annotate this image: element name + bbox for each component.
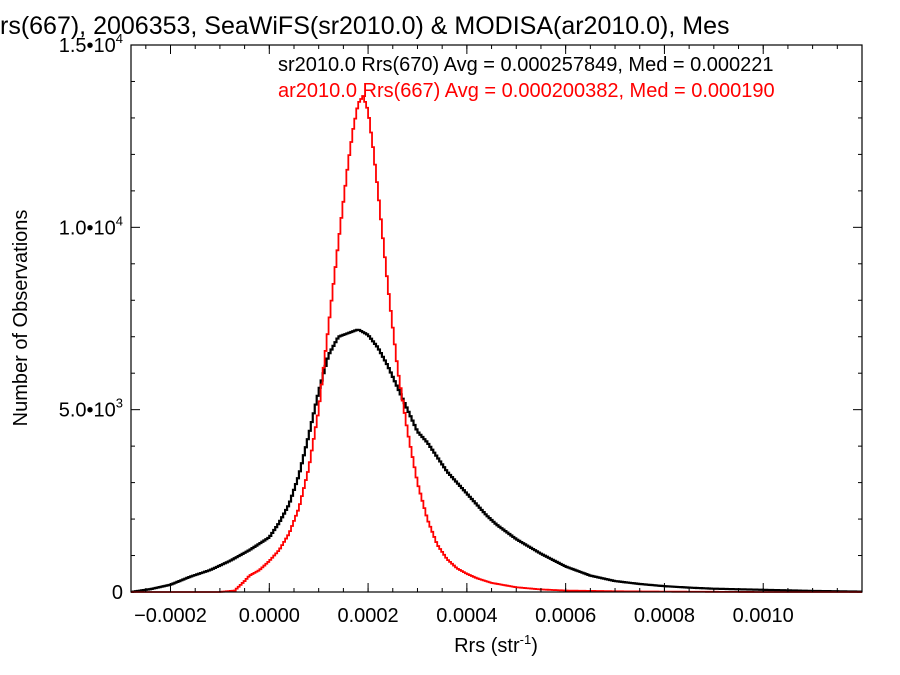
y-tick-label: 1.0•104 [59,213,123,239]
series-line-1 [131,328,862,593]
y-tick-label: 0 [112,582,123,604]
x-axis-label: Rrs (str-1) [454,632,538,657]
annotation-ar2010: ar2010.0 Rrs(667) Avg = 0.000200382, Med… [278,80,775,102]
annotation-sr2010: sr2010.0 Rrs(670) Avg = 0.000257849, Med… [278,54,774,76]
chart-title: rs(667), 2006353, SeaWiFS(sr2010.0) & MO… [0,12,729,40]
y-axis-label: Number of Observations [10,210,32,427]
x-tick-label: 0.0002 [337,605,398,627]
x-tick-label: 0.0004 [436,605,497,627]
x-axis-label-exponent: -1 [520,632,532,647]
x-tick-label: 0.0008 [634,605,695,627]
x-tick-label: 0.0000 [239,605,300,627]
x-tick-label: 0.0010 [733,605,794,627]
ticks-layer: −0.0002 0.0000 0.0002 0.0004 0.0006 0.0008 0.0… [59,31,862,627]
x-axis-label-close: ) [531,635,538,657]
x-tick-label: −0.0002 [134,605,207,627]
y-tick-label: 5.0•103 [59,396,123,422]
y-tick-label: 1.5•104 [59,31,123,57]
x-axis-label-main: Rrs (str [454,635,520,657]
x-tick-label: 0.0006 [535,605,596,627]
plot-frame [130,44,863,593]
